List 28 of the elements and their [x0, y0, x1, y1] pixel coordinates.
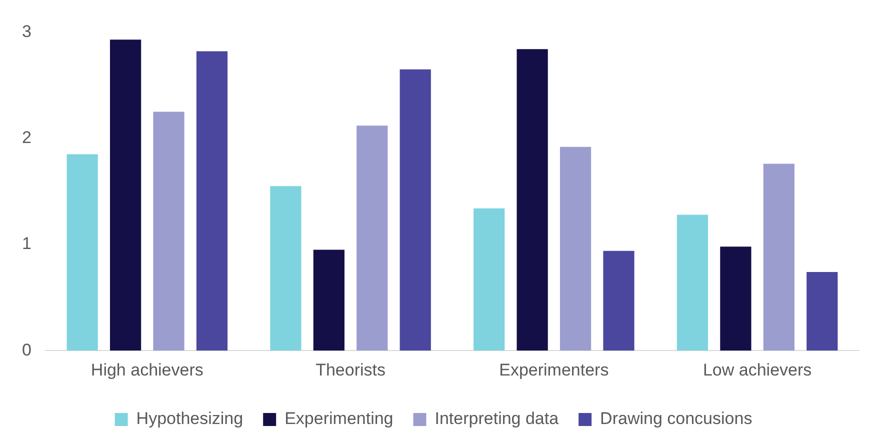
legend-label: Hypothesizing [136, 409, 244, 428]
bar [763, 164, 794, 351]
x-tick-label: High achievers [90, 360, 204, 380]
legend-label: Drawing concusions [600, 409, 752, 428]
bar [720, 246, 752, 351]
x-tick-label: Low achievers [702, 360, 812, 380]
bar [110, 40, 142, 351]
bar [806, 272, 838, 351]
legend-label: Interpreting data [434, 409, 560, 428]
bar [400, 69, 431, 351]
bar [153, 112, 184, 351]
x-tick-label: Theorists [316, 360, 386, 380]
bar [474, 208, 505, 351]
bar [196, 51, 228, 351]
bar [356, 126, 388, 351]
bar [270, 186, 302, 351]
y-tick-label: 3 [22, 22, 32, 41]
bar [560, 146, 592, 351]
bar [603, 250, 634, 351]
bar [313, 250, 344, 351]
x-tick-label: Experimenters [499, 360, 609, 380]
y-tick-label: 2 [22, 128, 32, 148]
y-tick-label: 1 [22, 234, 32, 254]
bar [66, 154, 98, 351]
bar [676, 214, 708, 351]
legend-label: Experimenting [284, 409, 394, 428]
y-tick-label: 0 [22, 340, 32, 360]
bar [516, 49, 548, 351]
